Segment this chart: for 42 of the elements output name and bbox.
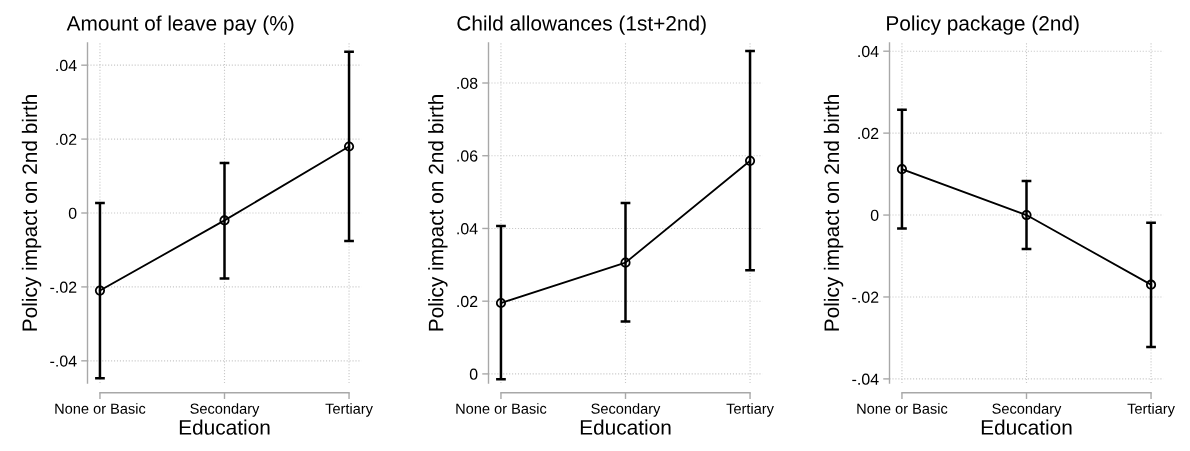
x-tick-label: Secondary xyxy=(190,403,260,417)
chart-title: Policy package (2nd) xyxy=(887,15,1079,35)
y-tick-label: .02 xyxy=(858,127,879,140)
point xyxy=(1021,209,1032,221)
x-axis-title: Education xyxy=(580,419,671,435)
x-tick-label: None or Basic xyxy=(857,403,948,414)
y-tick-label: .02 xyxy=(56,133,77,146)
point xyxy=(1145,279,1157,290)
y-tick-label: -.04 xyxy=(852,373,879,385)
x-tick-label: Tertiary xyxy=(1127,403,1175,417)
point xyxy=(94,285,106,296)
y-tick-label: 0 xyxy=(469,368,478,380)
y-axis-title: Policy impact on 2nd birth xyxy=(823,95,844,331)
y-tick-label: .04 xyxy=(858,45,879,58)
point xyxy=(219,215,230,226)
x-tick-label: Tertiary xyxy=(726,403,774,417)
chart-title: Child allowances (1st+2nd) xyxy=(457,15,706,35)
y-axis-title: Policy impact on 2nd birth xyxy=(428,95,448,331)
y-tick-label: .04 xyxy=(457,223,478,235)
y-tick-label: 0 xyxy=(68,207,77,219)
y-tick-label: -.02 xyxy=(852,291,879,303)
x-tick-label: Secondary xyxy=(591,403,661,417)
point xyxy=(495,297,507,309)
y-tick-label: -.04 xyxy=(50,355,77,367)
x-tick-label: Tertiary xyxy=(325,403,373,417)
y-tick-label: 0 xyxy=(870,209,879,221)
y-tick-label: .04 xyxy=(56,59,77,72)
y-axis-title: Policy impact on 2nd birth xyxy=(21,95,42,331)
point xyxy=(343,141,355,152)
x-axis-title: Education xyxy=(179,419,270,435)
point xyxy=(744,155,756,166)
y-tick-label: -.02 xyxy=(50,281,77,293)
point xyxy=(896,164,908,175)
chart-title: Amount of leave pay (%) xyxy=(66,15,294,35)
y-tick-label: .08 xyxy=(457,77,478,89)
point xyxy=(620,257,631,268)
x-axis-title: Education xyxy=(981,419,1072,435)
x-tick-label: Secondary xyxy=(992,403,1062,417)
y-tick-label: .06 xyxy=(457,150,478,162)
y-tick-label: .02 xyxy=(457,295,478,308)
x-tick-label: None or Basic xyxy=(55,403,146,414)
x-tick-label: None or Basic xyxy=(456,403,547,414)
